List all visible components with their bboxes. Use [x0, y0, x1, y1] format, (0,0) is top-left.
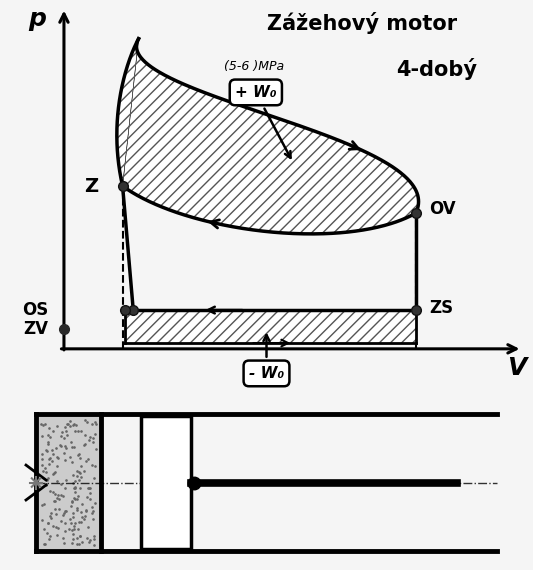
Text: Z: Z	[84, 177, 99, 196]
Text: ZS: ZS	[429, 299, 453, 317]
Text: OS: OS	[22, 301, 48, 319]
Bar	[141, 417, 191, 548]
Text: V: V	[507, 356, 527, 380]
Text: 4-dobý: 4-dobý	[397, 58, 478, 80]
Text: (5-6 )MPa: (5-6 )MPa	[224, 60, 284, 73]
Text: - W₀: - W₀	[249, 335, 284, 381]
Text: p: p	[28, 7, 46, 31]
Bar	[38, 417, 101, 548]
Text: + W₀: + W₀	[235, 85, 290, 158]
Polygon shape	[117, 39, 418, 234]
Text: OV: OV	[429, 200, 456, 218]
Text: ZV: ZV	[23, 320, 48, 339]
Polygon shape	[125, 310, 416, 343]
Text: Zážehový motor: Zážehový motor	[268, 11, 457, 34]
